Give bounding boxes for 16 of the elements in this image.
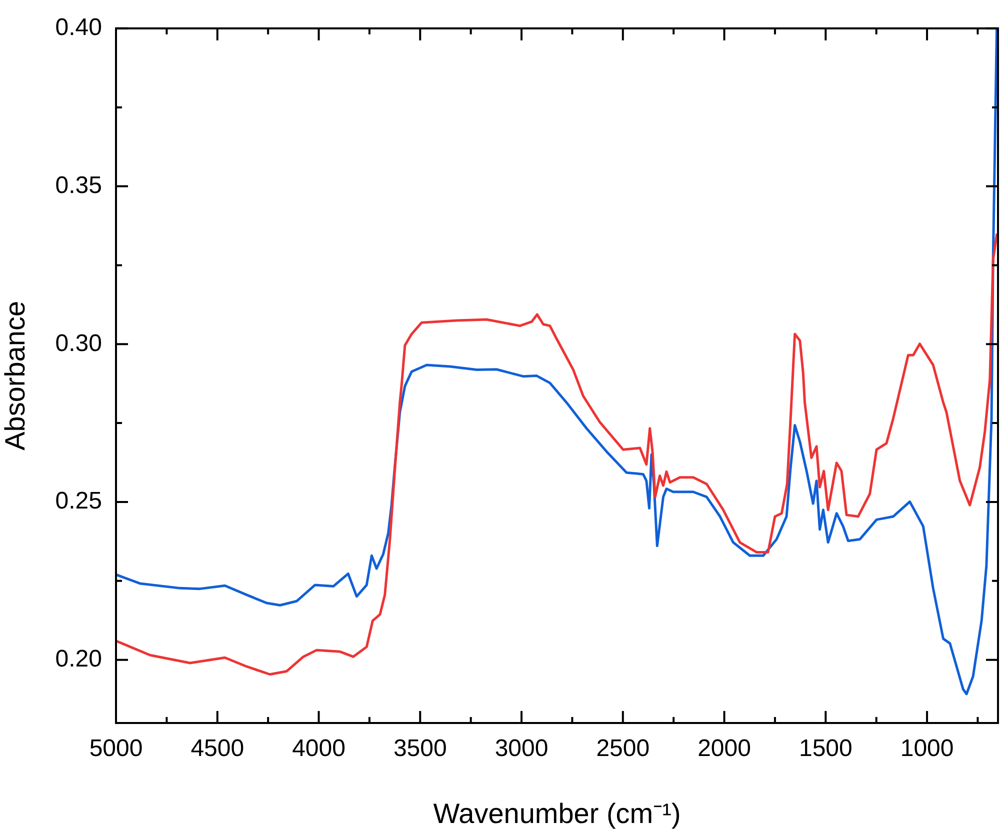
y-tick-label: 0.35 xyxy=(55,172,102,199)
x-tick-label: 4000 xyxy=(292,735,346,762)
x-tick-label: 3500 xyxy=(393,735,447,762)
x-tick-label: 3000 xyxy=(494,735,548,762)
y-tick-label: 0.20 xyxy=(55,645,102,672)
x-tick-label: 2000 xyxy=(698,735,751,762)
y-tick-label: 0.30 xyxy=(55,330,102,357)
x-tick-label: 5000 xyxy=(89,735,143,762)
x-tick-label: 1000 xyxy=(900,735,954,762)
x-axis-title: Wavenumber (cm⁻¹) xyxy=(433,798,681,829)
y-axis-title: Absorbance xyxy=(0,300,31,450)
x-tick-label: 4500 xyxy=(190,735,244,762)
x-tick-label: 1500 xyxy=(798,735,852,762)
y-tick-label: 0.40 xyxy=(55,14,102,42)
y-tick-label: 0.25 xyxy=(55,488,102,515)
x-tick-label: 2500 xyxy=(596,735,650,762)
